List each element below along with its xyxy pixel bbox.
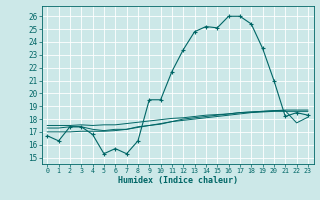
X-axis label: Humidex (Indice chaleur): Humidex (Indice chaleur) [118,176,237,185]
